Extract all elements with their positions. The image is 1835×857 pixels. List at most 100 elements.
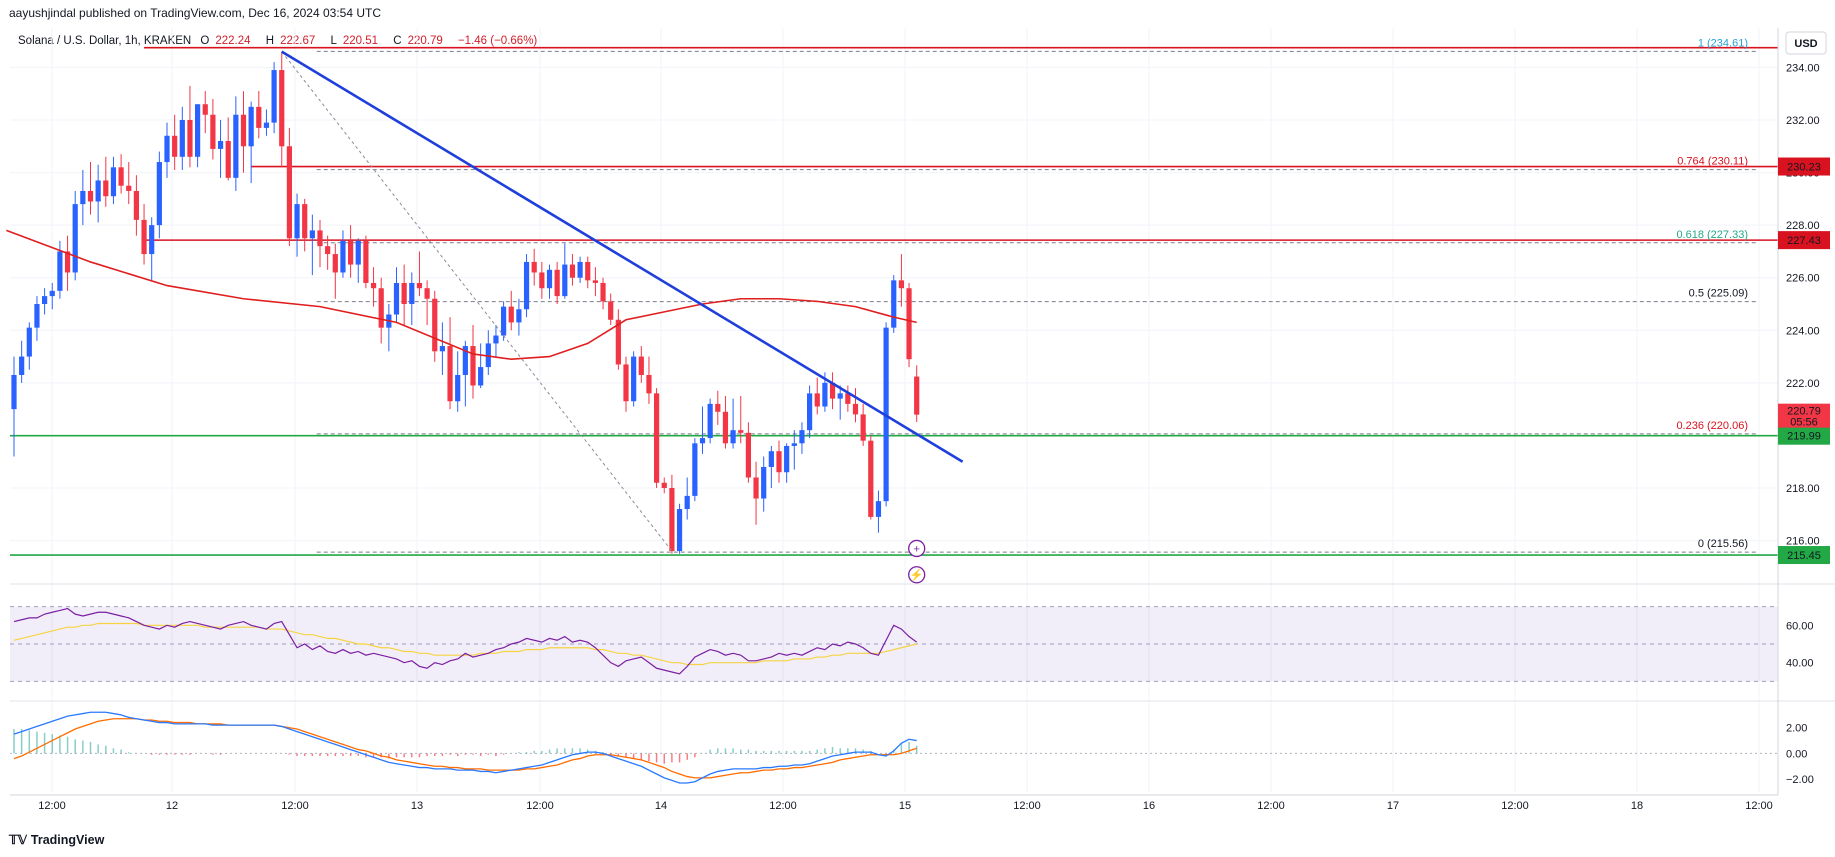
candle-body <box>730 430 736 444</box>
legend-close: 220.79 <box>407 35 443 47</box>
candle-body <box>432 298 438 352</box>
candle-body <box>761 466 767 499</box>
event-marker-glyph: + <box>913 543 919 555</box>
level-price-text: 230.23 <box>1787 162 1821 174</box>
legend-low: 220.51 <box>342 35 379 47</box>
rsi-tick-label: 40.00 <box>1786 658 1814 670</box>
time-tick-label: 12:00 <box>1013 800 1041 812</box>
currency-box <box>1785 31 1827 55</box>
candle-body <box>715 403 721 412</box>
candle-body <box>914 376 920 415</box>
candle-body <box>447 346 453 402</box>
candle-body <box>187 120 193 157</box>
level-price-text: 215.45 <box>1787 550 1821 562</box>
candle-body <box>26 327 32 357</box>
price-tick-label: 228.00 <box>1786 220 1820 232</box>
candle-body <box>217 141 224 149</box>
candle-body <box>370 282 377 289</box>
candle-body <box>149 225 155 255</box>
overlays: +⚡ <box>6 50 964 584</box>
candle-body <box>156 162 162 226</box>
macd-tick-label: −2.00 <box>1786 774 1814 786</box>
candle-body <box>11 374 17 410</box>
fib-level-label: 0.5 (225.09) <box>1689 288 1748 300</box>
candle-body <box>279 70 285 147</box>
candle-body <box>615 319 621 365</box>
level-price-tag <box>1778 546 1830 565</box>
time-axis: 12:00 12 12:00 13 12:00 14 12:00 15 12:00 16 12:00… <box>10 794 1778 812</box>
candle-body <box>34 304 40 328</box>
candle-body <box>110 167 117 197</box>
legend-symbol[interactable]: Solana / U.S. Dollar, 1h, KRAKEN <box>18 35 192 47</box>
last-price-text: 220.79 <box>1787 406 1821 418</box>
time-tick-label: 12:00 <box>1745 800 1773 812</box>
candle-body <box>309 230 315 239</box>
price-tick-label: 222.00 <box>1786 378 1820 390</box>
candle-body <box>822 382 828 407</box>
candle-body <box>355 240 361 265</box>
candle-body <box>531 261 537 273</box>
candle-body <box>600 282 606 302</box>
candle-body <box>898 280 904 289</box>
time-tick-label: 12:00 <box>526 800 554 812</box>
rsi-line <box>13 607 918 675</box>
candle-body <box>623 364 629 402</box>
candle-body <box>470 346 476 386</box>
candle-body <box>248 106 254 147</box>
candle-body <box>891 280 897 328</box>
price-axis: 234.00232.00230.00228.00226.00224.00222.… <box>1777 28 1830 795</box>
legend-high: 222.67 <box>280 35 316 47</box>
macd-tick-label: 0.00 <box>1786 748 1807 760</box>
level-price-text: 219.99 <box>1787 431 1821 443</box>
level-price-tag <box>1778 426 1830 445</box>
price-tick-label: 232.00 <box>1786 115 1820 127</box>
candle-body <box>753 477 759 499</box>
moving-average-line <box>6 229 917 361</box>
macd-signal-line <box>13 718 917 779</box>
currency-label: USD <box>1794 38 1817 50</box>
bearish-trendline <box>281 50 964 463</box>
fib-level-label: 0.618 (227.33) <box>1676 229 1748 241</box>
candle-body <box>416 282 423 289</box>
candle-body <box>799 430 805 444</box>
time-tick-label: 13 <box>411 800 423 812</box>
candle-body <box>64 251 71 273</box>
legend-change: −1.46 (−0.66%) <box>457 35 538 47</box>
candle-body <box>439 346 445 352</box>
time-tick-label: 12:00 <box>1257 800 1285 812</box>
candle-body <box>141 219 147 255</box>
tradingview-logo-icon: 𝕋𝕍 <box>9 833 27 847</box>
time-tick-label: 12:00 <box>38 800 66 812</box>
candle-body <box>791 443 797 446</box>
candle-body <box>126 185 132 191</box>
legend-high-label: H <box>265 35 275 47</box>
candle-body <box>554 269 560 297</box>
candle-body <box>80 190 86 205</box>
candle-body <box>172 135 178 157</box>
candle-body <box>676 509 683 552</box>
time-tick-label: 18 <box>1631 800 1643 812</box>
time-tick-label: 12:00 <box>769 800 797 812</box>
event-marker-icon <box>908 539 926 558</box>
last-price-tag <box>1778 403 1830 428</box>
candle-body <box>42 296 48 304</box>
candle-body <box>286 146 292 239</box>
candle-body <box>501 306 507 336</box>
candle-body <box>263 122 270 128</box>
candle-body <box>738 430 744 433</box>
last-price-countdown: 05:56 <box>1790 417 1818 429</box>
candle-body <box>478 367 484 386</box>
rsi-tick-label: 60.00 <box>1786 620 1814 632</box>
candle-body <box>455 374 461 402</box>
candle-body <box>95 180 101 202</box>
level-price-tag <box>1778 157 1830 176</box>
legend-open-label: O <box>200 35 210 47</box>
candle-body <box>378 288 384 328</box>
candle-body <box>49 290 55 297</box>
candle-body <box>424 288 430 299</box>
macd-tick-label: 2.00 <box>1786 723 1807 735</box>
candle-body <box>233 114 239 178</box>
candle-body <box>87 190 94 202</box>
candle-body <box>539 272 545 289</box>
